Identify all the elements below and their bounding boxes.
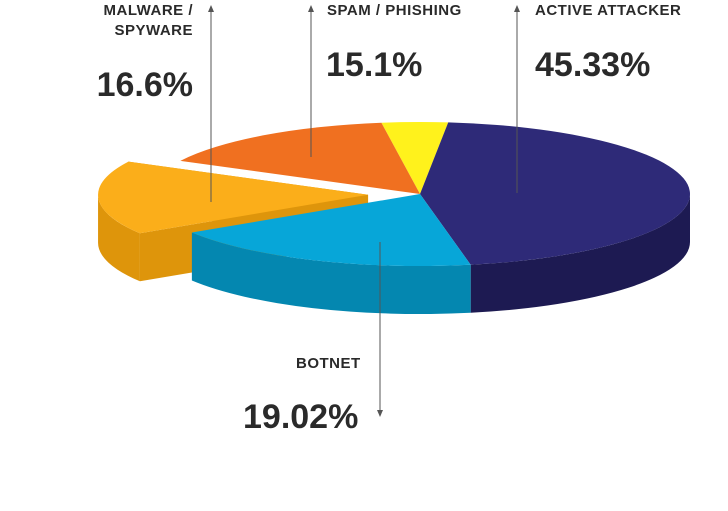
slice-other	[381, 122, 449, 194]
slice-other-top	[381, 122, 449, 194]
label-active-attacker: ACTIVE ATTACKER	[535, 2, 681, 19]
arrow-spam	[308, 5, 314, 12]
slice-active-attacker	[420, 122, 690, 313]
value-malware: 16.6%	[97, 66, 193, 104]
arrow-active-attacker	[514, 5, 520, 12]
arrow-malware	[208, 5, 214, 12]
arrow-botnet	[377, 410, 383, 417]
pie-slices	[98, 122, 690, 314]
label-malware-line1: MALWARE /	[104, 2, 194, 19]
label-botnet: BOTNET	[296, 355, 361, 372]
slice-active-attacker-side	[470, 194, 690, 313]
label-spam-phishing: SPAM / PHISHING	[327, 2, 462, 19]
slice-malware-spyware-top	[98, 161, 369, 234]
slice-spam-phishing-top	[180, 122, 420, 194]
value-active-attacker: 45.33%	[535, 46, 650, 84]
slice-spam-phishing	[180, 122, 420, 194]
slice-labels: ACTIVE ATTACKER 45.33% SPAM / PHISHING 1…	[97, 2, 681, 436]
leader-lines	[208, 5, 520, 417]
value-botnet: 19.02%	[243, 398, 358, 436]
slice-active-attacker-top	[420, 122, 690, 265]
slice-botnet-side	[191, 232, 471, 314]
slice-botnet	[191, 194, 471, 314]
value-spam-phishing: 15.1%	[326, 46, 422, 84]
label-malware-line2: SPYWARE	[114, 22, 193, 39]
slice-malware-spyware-side	[98, 194, 140, 282]
slice-botnet-top	[191, 194, 471, 266]
